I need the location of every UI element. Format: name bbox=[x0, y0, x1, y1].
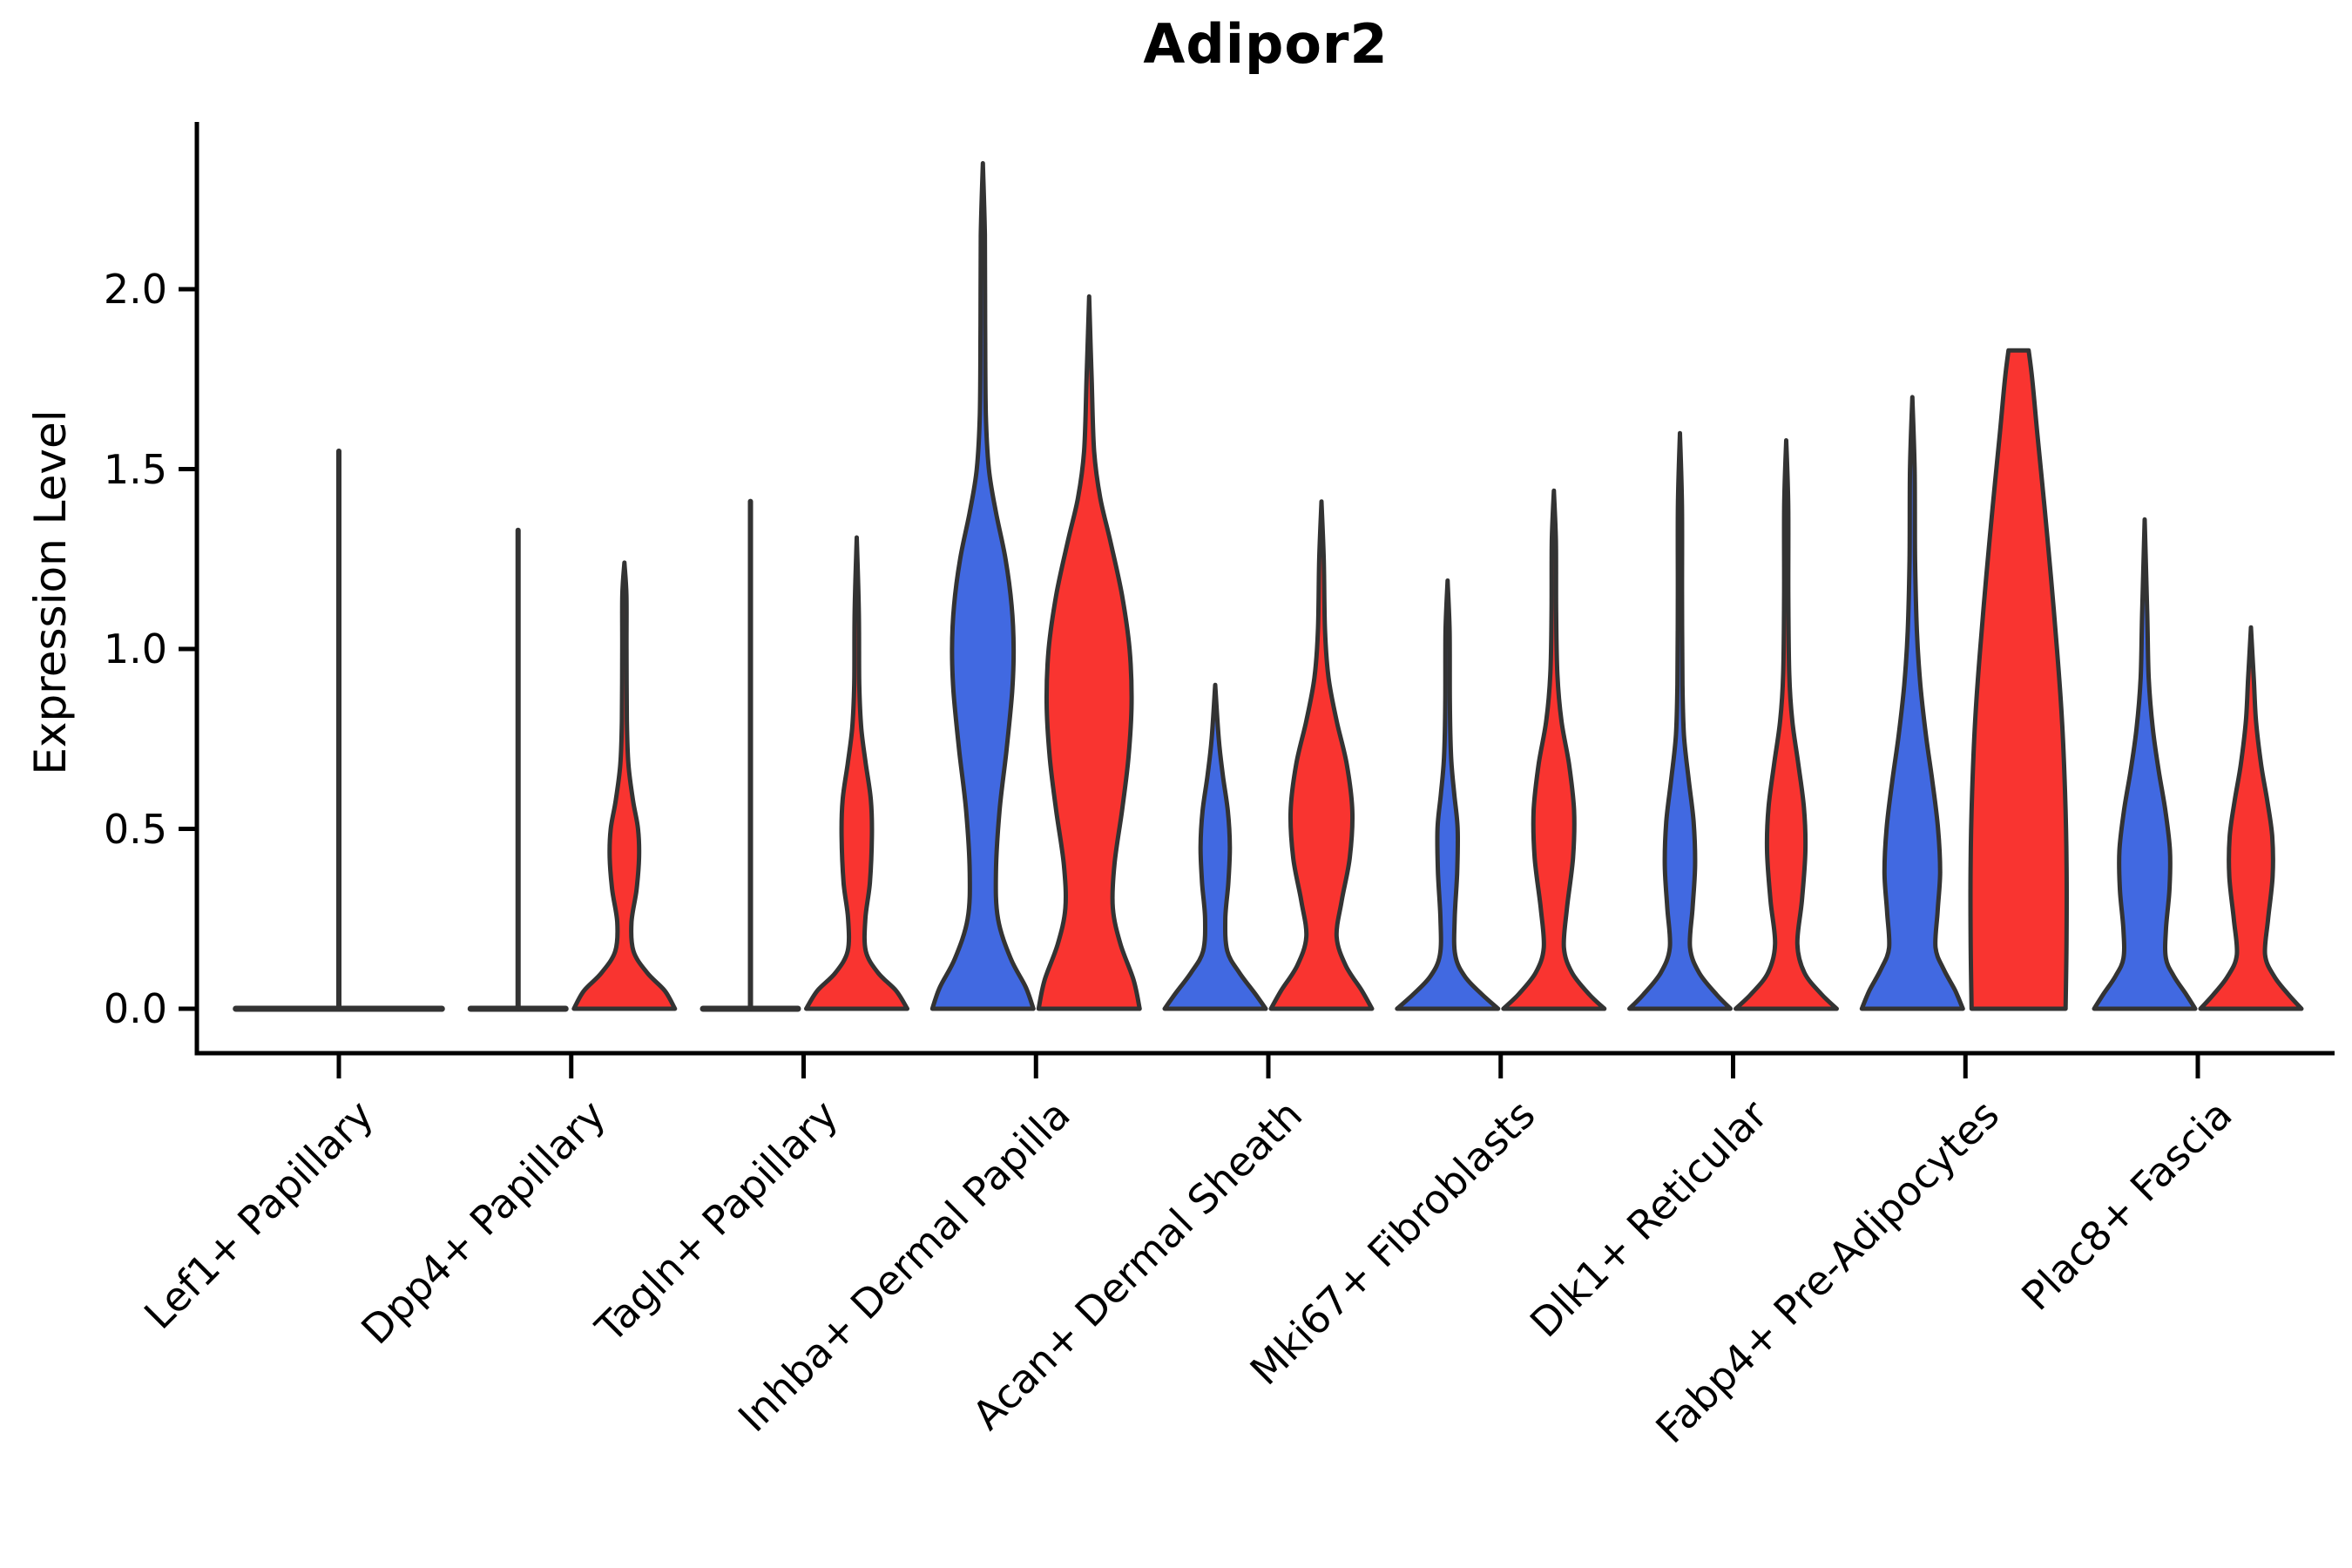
violin-dlk1-reticular-blue bbox=[1627, 430, 1733, 1011]
y-tick-label: 0.5 bbox=[103, 805, 167, 853]
violin-mki67-fibroblasts-blue bbox=[1395, 578, 1501, 1011]
violin-tagln-papillary-red bbox=[804, 535, 909, 1011]
violin-plac8-fascia-red bbox=[2198, 625, 2304, 1011]
violin-fabp4-pre-adipocytes-red bbox=[1968, 348, 2069, 1011]
y-tick-label: 1.5 bbox=[103, 445, 167, 493]
violin-acan-dermal-sheath-blue bbox=[1162, 682, 1268, 1011]
plot-title: Adipor2 bbox=[1143, 12, 1389, 76]
violin-acan-dermal-sheath-red bbox=[1268, 499, 1375, 1011]
violin-plac8-fascia-blue bbox=[2092, 517, 2198, 1011]
y-tick-label: 0.0 bbox=[103, 985, 167, 1032]
violin-inhba-dermal-papilla-blue bbox=[929, 160, 1036, 1011]
y-tick-label: 2.0 bbox=[103, 266, 167, 313]
violin-inhba-dermal-papilla-red bbox=[1036, 294, 1142, 1011]
violin-fabp4-pre-adipocytes-blue bbox=[1859, 395, 1965, 1011]
violin-dpp4-papillary-red bbox=[571, 560, 678, 1011]
violin-dlk1-reticular-red bbox=[1734, 438, 1839, 1011]
violin-mki67-fibroblasts-red bbox=[1501, 488, 1607, 1011]
y-tick-label: 1.0 bbox=[103, 625, 167, 672]
